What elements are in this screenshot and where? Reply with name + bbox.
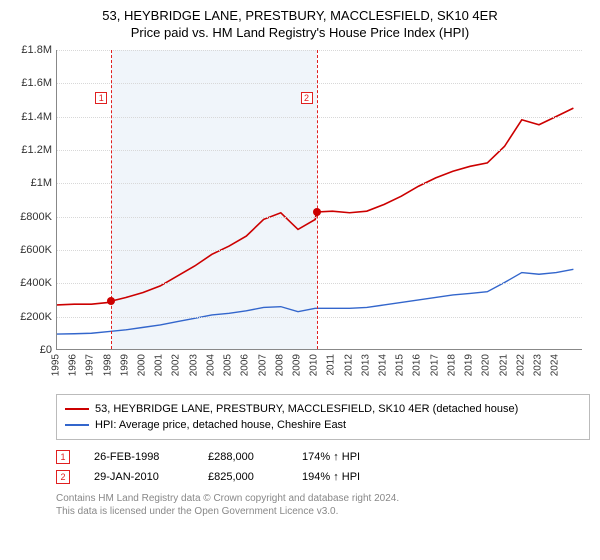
gridline-h xyxy=(57,250,582,251)
event-date: 29-JAN-2010 xyxy=(94,471,184,483)
y-tick-label: £1.6M xyxy=(21,77,52,89)
y-tick-label: £1M xyxy=(31,177,52,189)
y-tick-label: £1.8M xyxy=(21,44,52,56)
event-id-box: 2 xyxy=(56,470,70,484)
event-dot xyxy=(313,208,321,216)
legend-swatch xyxy=(65,424,89,426)
gridline-h xyxy=(57,83,582,84)
legend-swatch xyxy=(65,408,89,410)
x-tick-label: 2011 xyxy=(326,354,337,376)
footer-line2: This data is licensed under the Open Gov… xyxy=(56,505,590,518)
gridline-h xyxy=(57,117,582,118)
x-tick-label: 1997 xyxy=(85,354,96,376)
chart-title-line2: Price paid vs. HM Land Registry's House … xyxy=(10,25,590,40)
x-tick-label: 2009 xyxy=(291,354,302,376)
gridline-h xyxy=(57,283,582,284)
legend: 53, HEYBRIDGE LANE, PRESTBURY, MACCLESFI… xyxy=(56,394,590,440)
x-tick-label: 2017 xyxy=(429,354,440,376)
x-tick-label: 2007 xyxy=(257,354,268,376)
chart-lines-svg xyxy=(57,50,582,349)
event-dot xyxy=(107,297,115,305)
x-tick-label: 2023 xyxy=(532,354,543,376)
x-tick-label: 2010 xyxy=(309,354,320,376)
x-tick-label: 2020 xyxy=(481,354,492,376)
chart-title-line1: 53, HEYBRIDGE LANE, PRESTBURY, MACCLESFI… xyxy=(10,8,590,23)
gridline-h xyxy=(57,217,582,218)
gridline-h xyxy=(57,50,582,51)
x-tick-label: 2016 xyxy=(412,354,423,376)
event-id-box: 1 xyxy=(56,450,70,464)
x-tick-label: 2006 xyxy=(240,354,251,376)
x-tick-label: 2012 xyxy=(343,354,354,376)
event-marker-box: 2 xyxy=(301,92,313,104)
x-tick-label: 1998 xyxy=(102,354,113,376)
legend-label: 53, HEYBRIDGE LANE, PRESTBURY, MACCLESFI… xyxy=(95,401,518,417)
x-tick-label: 2024 xyxy=(550,354,561,376)
series-price_paid xyxy=(57,108,573,305)
legend-item: HPI: Average price, detached house, Ches… xyxy=(65,417,581,433)
x-tick-label: 2014 xyxy=(378,354,389,376)
event-pct: 194% ↑ HPI xyxy=(302,471,360,483)
x-tick-label: 2002 xyxy=(171,354,182,376)
footer-line1: Contains HM Land Registry data © Crown c… xyxy=(56,492,590,505)
event-date: 26-FEB-1998 xyxy=(94,451,184,463)
x-tick-label: 2004 xyxy=(205,354,216,376)
y-tick-label: £1.4M xyxy=(21,111,52,123)
x-tick-label: 2021 xyxy=(498,354,509,376)
footer: Contains HM Land Registry data © Crown c… xyxy=(56,492,590,518)
event-price: £288,000 xyxy=(208,451,278,463)
event-row: 2 29-JAN-2010 £825,000 194% ↑ HPI xyxy=(56,470,590,484)
x-tick-label: 1996 xyxy=(68,354,79,376)
chart-container: 53, HEYBRIDGE LANE, PRESTBURY, MACCLESFI… xyxy=(0,0,600,526)
plot: £0£200K£400K£600K£800K£1M£1.2M£1.4M£1.6M… xyxy=(10,50,590,390)
event-pct: 174% ↑ HPI xyxy=(302,451,360,463)
y-tick-label: £200K xyxy=(20,311,52,323)
event-vline xyxy=(317,50,318,349)
plot-area: 12 xyxy=(56,50,582,350)
series-hpi xyxy=(57,269,573,334)
x-tick-label: 2001 xyxy=(154,354,165,376)
x-axis: 1995199619971998199920002001200220032004… xyxy=(56,350,582,390)
events-table: 1 26-FEB-1998 £288,000 174% ↑ HPI 2 29-JAN-20… xyxy=(56,450,590,484)
x-tick-label: 2022 xyxy=(515,354,526,376)
x-tick-label: 2015 xyxy=(395,354,406,376)
x-tick-label: 1995 xyxy=(51,354,62,376)
event-row: 1 26-FEB-1998 £288,000 174% ↑ HPI xyxy=(56,450,590,464)
x-tick-label: 2019 xyxy=(464,354,475,376)
y-tick-label: £400K xyxy=(20,277,52,289)
x-tick-label: 2005 xyxy=(223,354,234,376)
event-price: £825,000 xyxy=(208,471,278,483)
y-tick-label: £800K xyxy=(20,211,52,223)
x-tick-label: 2003 xyxy=(188,354,199,376)
x-tick-label: 2018 xyxy=(446,354,457,376)
gridline-h xyxy=(57,150,582,151)
legend-item: 53, HEYBRIDGE LANE, PRESTBURY, MACCLESFI… xyxy=(65,401,581,417)
event-marker-box: 1 xyxy=(95,92,107,104)
x-tick-label: 2013 xyxy=(360,354,371,376)
x-tick-label: 1999 xyxy=(119,354,130,376)
y-tick-label: £600K xyxy=(20,244,52,256)
gridline-h xyxy=(57,317,582,318)
y-tick-label: £1.2M xyxy=(21,144,52,156)
y-axis: £0£200K£400K£600K£800K£1M£1.2M£1.4M£1.6M… xyxy=(10,50,56,350)
x-tick-label: 2008 xyxy=(274,354,285,376)
x-tick-label: 2000 xyxy=(137,354,148,376)
legend-label: HPI: Average price, detached house, Ches… xyxy=(95,417,346,433)
gridline-h xyxy=(57,183,582,184)
